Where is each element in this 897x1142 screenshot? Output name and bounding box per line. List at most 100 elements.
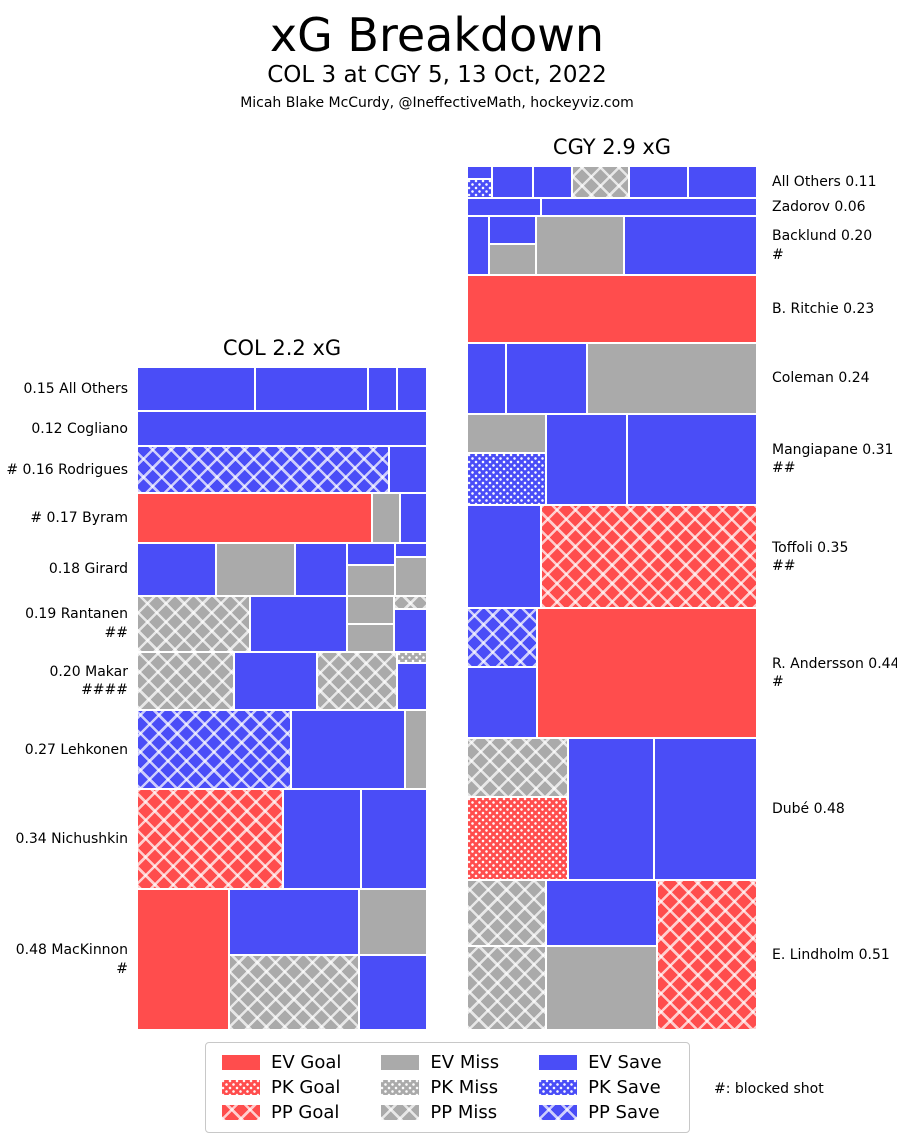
shot-block-ev-save — [346, 543, 396, 566]
pp-goal-swatch — [222, 1105, 260, 1120]
legend-label: EV Goal — [271, 1052, 342, 1073]
legend-item-ev-miss: EV Miss — [381, 1052, 499, 1073]
player-label-text: Mangiapane 0.31 — [772, 442, 894, 459]
shot-block-ev-save — [137, 411, 427, 447]
player-blocked-hashes: # — [772, 674, 784, 691]
shot-block-ev-miss — [395, 557, 427, 596]
player-label-text: Zadorov 0.06 — [772, 199, 866, 216]
shot-block-ev-save — [489, 216, 537, 245]
shot-block-stack — [467, 166, 492, 199]
player-label-0.18-girard: 0.18 Girard — [0, 543, 135, 596]
shot-block-pp-save — [137, 710, 292, 790]
team-header-col: COL 2.2 xG — [222, 336, 342, 360]
shot-block-ev-miss — [346, 565, 396, 596]
shot-block-ev-save — [654, 738, 757, 880]
player-label-text: # 0.17 Byram — [30, 509, 128, 526]
player-label-#-0.16-rodrigues: # 0.16 Rodrigues — [0, 446, 135, 493]
legend-item-pp-save: PP Save — [539, 1102, 662, 1123]
legend-label: EV Miss — [430, 1052, 500, 1073]
shot-block-pp-miss — [467, 879, 546, 947]
shot-block-ev-save — [137, 543, 217, 596]
shot-block-ev-save — [400, 493, 427, 543]
shot-block-ev-miss — [358, 889, 427, 956]
player-row-cgy-toffoli-0.35 — [467, 505, 757, 609]
shot-block-pp-miss — [316, 651, 397, 711]
shot-block-ev-save — [627, 413, 757, 506]
shot-block-stack — [346, 595, 395, 652]
shot-block-ev-save — [687, 166, 757, 199]
treemap-col — [137, 367, 427, 1030]
legend-label: PK Goal — [271, 1077, 341, 1098]
shot-block-ev-save — [532, 166, 573, 199]
legend-label: PP Miss — [430, 1102, 498, 1123]
shot-block-ev-miss — [536, 216, 624, 276]
player-label-coleman-0.24: Coleman 0.24 — [765, 343, 897, 414]
shot-block-ev-save — [228, 889, 359, 956]
legend-item-pk-goal: PK Goal — [222, 1077, 341, 1098]
shot-block-ev-save — [250, 595, 347, 652]
shot-block-ev-goal — [137, 889, 229, 1030]
player-label-text: 0.18 Girard — [48, 561, 128, 578]
shot-block-ev-save — [394, 609, 427, 652]
player-label-text: E. Lindholm 0.51 — [772, 946, 890, 963]
shot-block-pp-save — [467, 608, 537, 667]
legend-label: PP Save — [588, 1102, 660, 1123]
shot-block-stack — [489, 216, 537, 276]
player-row-col-0.15-all-others — [137, 367, 427, 411]
shot-block-pk-miss — [396, 651, 427, 664]
shot-block-ev-save — [388, 446, 427, 494]
shot-block-ev-save — [545, 879, 657, 946]
pk-miss-swatch — [381, 1080, 420, 1095]
credit-line: Micah Blake McCurdy, @IneffectiveMath, h… — [240, 95, 634, 111]
shot-block-ev-save — [467, 198, 542, 217]
shot-block-pp-miss — [467, 738, 568, 798]
treemap-cgy — [467, 166, 757, 1030]
player-label-text: R. Andersson 0.44 — [772, 655, 897, 672]
player-row-cgy-b.-ritchie-0.23 — [467, 275, 757, 343]
player-label-text: 0.48 MacKinnon — [15, 942, 128, 959]
shot-block-stack — [545, 879, 657, 1030]
shot-block-ev-save — [291, 710, 406, 790]
player-label-e.-lindholm-0.51: E. Lindholm 0.51 — [765, 880, 897, 1030]
shot-block-stack — [467, 879, 546, 1030]
shot-block-ev-save — [545, 413, 628, 506]
shot-block-pp-miss — [572, 166, 629, 199]
pp-save-swatch — [539, 1105, 578, 1120]
player-label-#-0.17-byram: # 0.17 Byram — [0, 493, 135, 543]
player-label-0.48-mackinnon: 0.48 MacKinnon # — [0, 889, 135, 1030]
shot-block-ev-save — [628, 166, 688, 199]
player-row-cgy-coleman-0.24 — [467, 342, 757, 414]
shot-block-ev-save — [541, 198, 757, 217]
shot-block-ev-save — [361, 789, 427, 890]
player-row-cgy-zadorov-0.06 — [467, 198, 757, 217]
player-label-0.27-lehkonen: 0.27 Lehkonen — [0, 710, 135, 789]
legend-label: PK Miss — [430, 1077, 499, 1098]
player-label-b.-ritchie-0.23: B. Ritchie 0.23 — [765, 275, 897, 343]
legend-label: EV Save — [588, 1052, 662, 1073]
player-label-text: 0.20 Makar — [49, 663, 128, 680]
player-label-text: 0.15 All Others — [23, 380, 128, 397]
team-header-cgy: CGY 2.9 xG — [552, 135, 672, 159]
player-label-text: 0.27 Lehkonen — [24, 741, 128, 758]
shot-block-ev-save — [467, 505, 541, 609]
shot-block-stack — [467, 738, 568, 880]
player-row-col-0.12-cogliano — [137, 411, 427, 447]
player-label-0.34-nichushkin: 0.34 Nichushkin — [0, 789, 135, 889]
shot-block-ev-save — [396, 663, 427, 711]
shot-block-pp-miss — [467, 946, 546, 1030]
player-row-col-#-0.16-rodrigues — [137, 446, 427, 494]
player-row-col-0.27-lehkonen — [137, 710, 427, 790]
shot-block-ev-save — [396, 367, 427, 411]
shot-block-ev-save — [491, 166, 533, 199]
shot-block-ev-save — [254, 367, 369, 411]
legend-item-pk-save: PK Save — [539, 1077, 662, 1098]
page-title: xG Breakdown — [269, 8, 605, 62]
player-row-cgy-backlund-0.20 — [467, 216, 757, 276]
legend-label: PK Save — [588, 1077, 661, 1098]
player-label-mangiapane-0.31: Mangiapane 0.31 ## — [765, 414, 897, 505]
shot-block-ev-miss — [467, 413, 546, 453]
shot-block-ev-save — [467, 342, 507, 414]
player-label-dubé-0.48: Dubé 0.48 — [765, 738, 897, 880]
shot-block-pp-goal — [137, 789, 284, 890]
